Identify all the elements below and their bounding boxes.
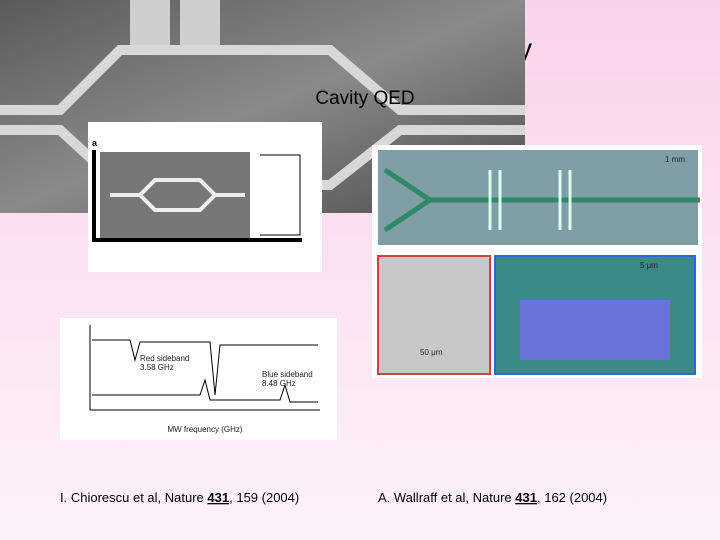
citation-text: A. Wallraff et al, Nature	[378, 490, 515, 505]
right-figure: 1 mm 5 μm 50 μm	[372, 145, 702, 378]
axis-label: MW frequency (GHz)	[167, 425, 242, 434]
scale-label: 5 μm	[640, 261, 658, 270]
left-figure: a Red sideband 3.58 GHz Blue sideband 8.…	[60, 122, 337, 440]
annotation: Red sideband	[140, 354, 189, 363]
citation: I. Chiorescu et al, Nature 431, 159 (200…	[60, 490, 299, 505]
subtitle: Cavity QED	[315, 88, 414, 109]
annotation: 3.58 GHz	[140, 363, 174, 372]
citation-text: I. Chiorescu et al, Nature	[60, 490, 207, 505]
scale-label: 50 μm	[420, 348, 443, 357]
citation-text: , 159 (2004)	[229, 490, 299, 505]
panel-label: a	[92, 138, 98, 148]
annotation: Blue sideband	[262, 370, 313, 379]
citation: A. Wallraff et al, Nature 431, 162 (2004…	[378, 490, 607, 505]
citation-text: , 162 (2004)	[537, 490, 607, 505]
citation-volume: 431	[207, 490, 229, 505]
scale-label: 1 mm	[665, 155, 685, 164]
citation-volume: 431	[515, 490, 537, 505]
annotation: 8.48 GHz	[262, 379, 296, 388]
